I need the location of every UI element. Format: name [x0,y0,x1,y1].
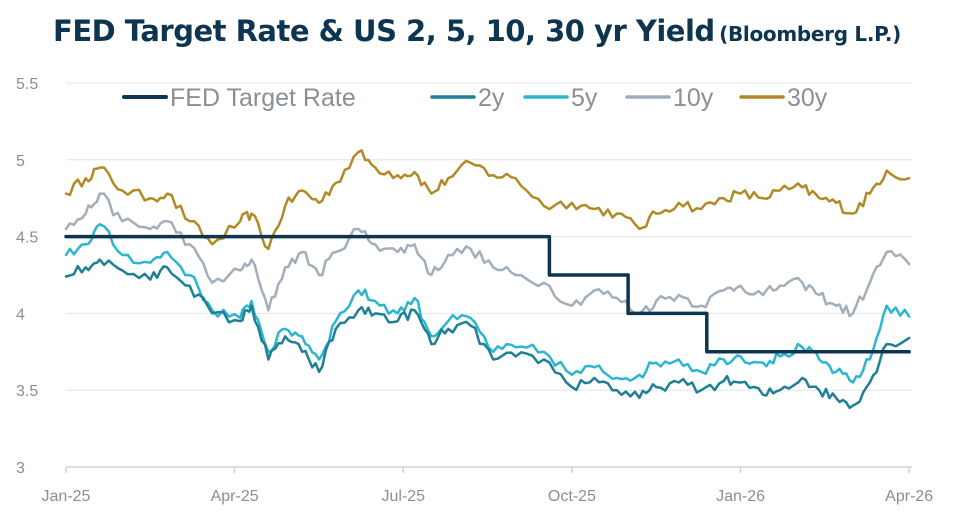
legend-label: FED Target Rate [170,84,356,112]
y-tick-label: 4 [16,306,25,323]
legend: FED Target Rate 2y 5y 10y 30y [122,84,828,112]
x-tick-label: Jan-26 [716,488,765,505]
x-tick-label: Jan-25 [42,488,91,505]
grid-lines [66,82,912,468]
y-tick-label: 5.5 [16,76,38,93]
chart-title-row: FED Target Rate & US 2, 5, 10, 30 yr Yie… [0,14,954,48]
legend-label: 2y [478,84,505,112]
legend-label: 5y [571,84,598,112]
x-tick-label: Oct-25 [548,488,596,505]
series-line-10y [64,192,911,318]
legend-label: 10y [673,84,714,112]
chart-source: (Bloomberg L.P.) [719,22,901,46]
x-tick-label: Apr-25 [211,488,259,505]
y-tick-label: 3.5 [16,383,38,400]
series-line-2y [64,258,911,410]
legend-label: 30y [787,84,828,112]
plot-area [64,149,911,410]
y-axis: 5.5 5 4.5 4 3.5 3 [16,76,38,477]
x-tick-label: Apr-26 [885,488,933,505]
x-axis: Jan-25 Apr-25 Jul-25 Oct-25 Jan-26 Apr-26 [42,466,933,505]
series-line-5y [64,223,911,384]
y-tick-label: 4.5 [16,230,38,247]
y-tick-label: 5 [16,153,25,170]
x-tick-label: Jul-25 [381,488,425,505]
y-tick-label: 3 [16,460,25,477]
chart-title: FED Target Rate & US 2, 5, 10, 30 yr Yie… [53,14,715,48]
series-line-30y [64,149,911,251]
series-line-fed-target-rate [64,234,911,354]
